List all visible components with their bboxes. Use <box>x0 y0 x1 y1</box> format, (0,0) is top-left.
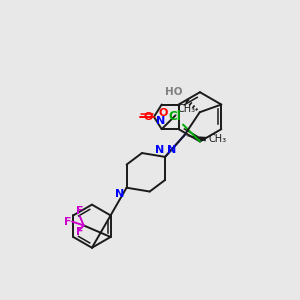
Text: N: N <box>167 146 177 155</box>
Text: N: N <box>155 116 165 126</box>
Text: O: O <box>158 108 168 118</box>
Text: F: F <box>64 217 71 226</box>
Polygon shape <box>184 135 206 142</box>
Text: O: O <box>143 112 153 122</box>
Text: CH₃: CH₃ <box>177 104 195 114</box>
Text: HO: HO <box>164 87 182 97</box>
Text: N: N <box>115 189 124 199</box>
Text: F: F <box>76 227 84 237</box>
Text: CH₃: CH₃ <box>208 134 226 144</box>
Text: N: N <box>155 145 164 154</box>
Text: Cl: Cl <box>169 110 182 123</box>
Text: F: F <box>76 206 84 216</box>
